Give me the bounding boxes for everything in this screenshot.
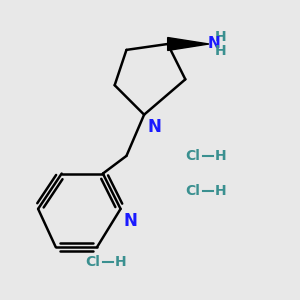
Text: Cl: Cl	[185, 149, 200, 163]
Text: N: N	[207, 37, 220, 52]
Text: H: H	[215, 44, 226, 58]
Polygon shape	[168, 38, 209, 50]
Text: N: N	[124, 212, 137, 230]
Text: H: H	[115, 255, 126, 269]
Text: H: H	[215, 30, 226, 44]
Text: H: H	[215, 149, 226, 163]
Text: Cl: Cl	[85, 255, 100, 269]
Text: H: H	[215, 184, 226, 198]
Text: Cl: Cl	[185, 184, 200, 198]
Text: N: N	[147, 118, 161, 136]
